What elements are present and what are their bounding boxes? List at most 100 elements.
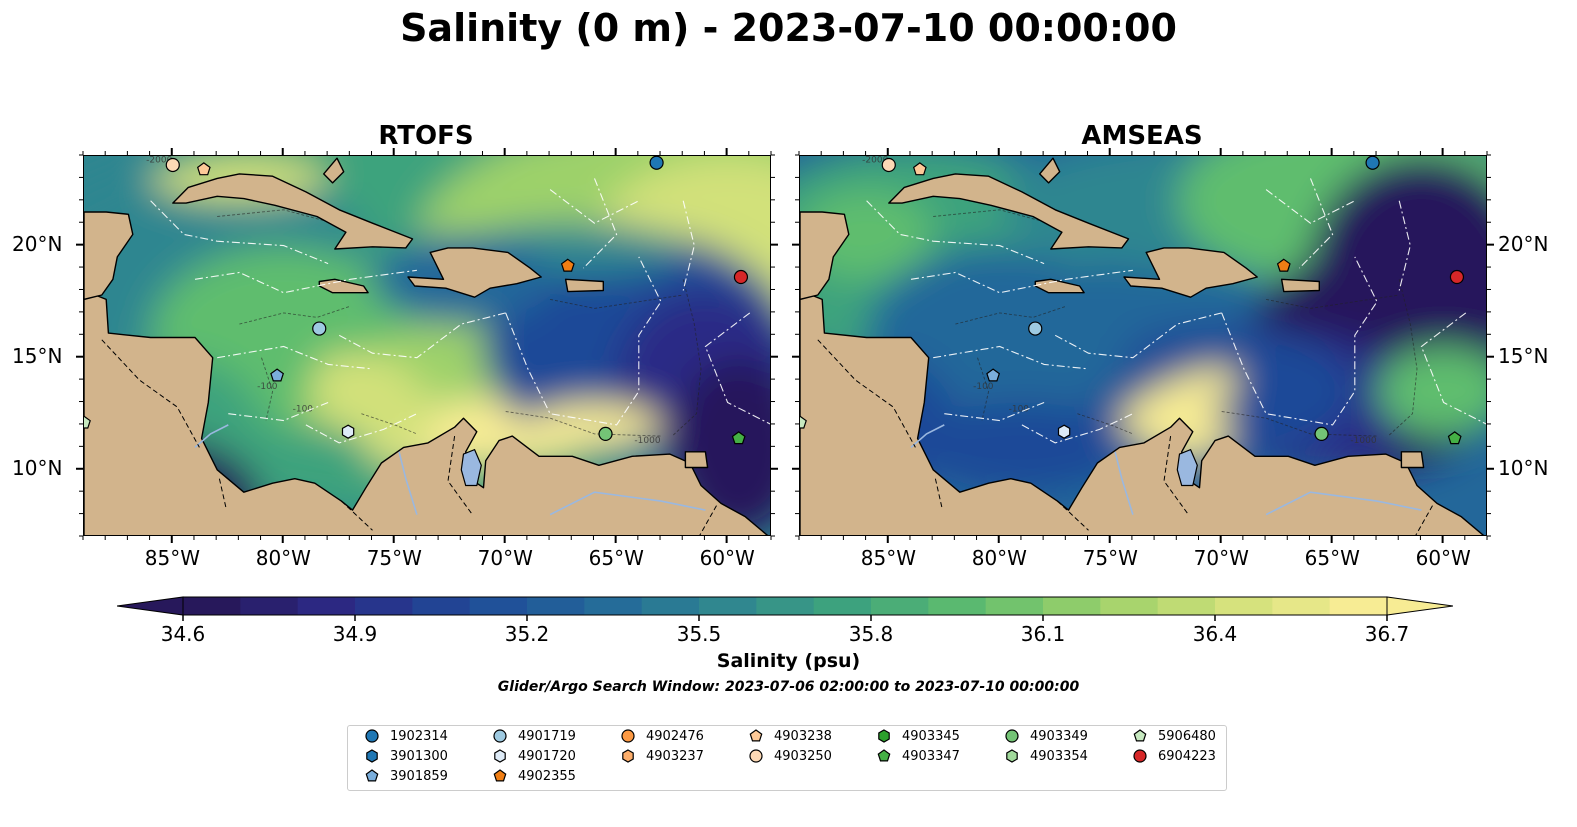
- eez-boundary: [583, 178, 618, 269]
- contour-label: -1000: [634, 436, 660, 446]
- colorbar: [117, 596, 1453, 616]
- float-marker-4903349[interactable]: [598, 426, 613, 442]
- colorbar-tick-label: 36.4: [1192, 622, 1238, 646]
- lake-maracaibo: [460, 448, 482, 487]
- colorbar-extend-low: [117, 596, 184, 616]
- bathymetry-contour: [1266, 294, 1400, 309]
- colorbar-segment: [1100, 597, 1159, 615]
- eez-boundary: [704, 312, 770, 425]
- legend-item[interactable]: 4903345: [876, 728, 960, 744]
- float-marker-1902314[interactable]: [649, 156, 664, 170]
- eez-boundary: [1054, 312, 1222, 359]
- land-cuba: [172, 173, 414, 250]
- float-marker-5906480[interactable]: [800, 415, 807, 429]
- legend-item[interactable]: 4903349: [1004, 728, 1088, 744]
- eez-boundary: [217, 345, 373, 370]
- float-marker-4903238[interactable]: [196, 162, 211, 176]
- float-marker-6904223[interactable]: [1449, 269, 1465, 285]
- eez-boundary: [150, 200, 329, 265]
- legend-label: 4903237: [646, 748, 704, 764]
- legend-item[interactable]: 4903237: [620, 748, 704, 764]
- legend-label: 4902355: [518, 768, 576, 784]
- colorbar-segment: [183, 597, 241, 615]
- eez-boundary: [1265, 189, 1356, 224]
- panel-title-amseas: AMSEAS: [1081, 121, 1203, 151]
- float-marker-4901719[interactable]: [1028, 321, 1043, 336]
- legend-item[interactable]: 4902355: [492, 768, 576, 784]
- float-marker-4903250[interactable]: [881, 157, 896, 173]
- eez-boundary: [549, 189, 640, 224]
- land-yucatan: [800, 211, 850, 301]
- pentagon-marker-icon: [877, 749, 891, 762]
- float-marker-4903250[interactable]: [165, 157, 180, 173]
- float-marker-4901720[interactable]: [1057, 424, 1071, 439]
- colorbar-segment: [756, 597, 815, 615]
- legend-item[interactable]: 5906480: [1132, 728, 1216, 744]
- float-marker-4901719[interactable]: [312, 321, 327, 336]
- circle-marker-icon: [493, 729, 507, 743]
- lake-maracaibo: [1176, 448, 1198, 487]
- legend-item[interactable]: 4902476: [620, 728, 704, 744]
- country-border: [447, 436, 473, 515]
- salinity-patch: [239, 424, 373, 493]
- legend-item[interactable]: 4903347: [876, 748, 960, 764]
- bathymetry-contour: [261, 357, 274, 421]
- land-jamaica: [318, 278, 369, 294]
- search-window-text: Glider/Argo Search Window: 2023-07-06 02…: [497, 679, 1080, 695]
- legend-item[interactable]: 4901719: [492, 728, 576, 744]
- colorbar-segment: [297, 597, 356, 615]
- colorbar-segment: [1043, 597, 1101, 615]
- legend-label: 4903349: [1030, 728, 1088, 744]
- lat-tick-label: 20°N: [12, 231, 63, 256]
- colorbar-label: Salinity (psu): [716, 650, 861, 672]
- colorbar-segment: [355, 597, 413, 615]
- eez-boundary: [338, 312, 506, 359]
- lon-tick-label: 85°W: [144, 546, 200, 570]
- country-border: [101, 339, 200, 448]
- float-marker-4903238[interactable]: [912, 162, 927, 176]
- map-panel-amseas: -100 -1000 -2000 -100: [799, 155, 1487, 536]
- float-marker-4903349[interactable]: [1314, 426, 1329, 442]
- float-marker-3901859[interactable]: [270, 368, 285, 382]
- country-border: [699, 505, 717, 535]
- legend-item[interactable]: 4901720: [492, 748, 576, 764]
- bathymetry-contour: [1077, 413, 1134, 435]
- float-marker-1902314[interactable]: [1365, 156, 1380, 170]
- float-marker-5906480[interactable]: [84, 415, 91, 429]
- colorbar-segment: [813, 597, 872, 615]
- float-marker-3901859[interactable]: [986, 368, 1001, 382]
- float-marker-4903347[interactable]: [731, 431, 746, 445]
- bathymetry-contour: [361, 413, 418, 435]
- eez-boundary: [866, 200, 1045, 265]
- legend-item[interactable]: 1902314: [364, 728, 448, 744]
- legend-item[interactable]: 6904223: [1132, 748, 1216, 764]
- legend-item[interactable]: 3901300: [364, 748, 448, 764]
- river: [549, 491, 706, 516]
- legend-label: 4903250: [774, 748, 832, 764]
- legend-item[interactable]: 4903354: [1004, 748, 1088, 764]
- lon-tick-label: 85°W: [860, 546, 916, 570]
- float-marker-4903347[interactable]: [1447, 431, 1462, 445]
- pentagon-marker-icon: [749, 729, 763, 742]
- lon-tick-label: 65°W: [1304, 546, 1360, 570]
- float-marker-4902355[interactable]: [1276, 258, 1291, 272]
- legend-item[interactable]: 3901859: [364, 768, 448, 784]
- land-central: [800, 289, 1485, 535]
- colorbar-segment: [1272, 597, 1331, 615]
- land-hispaniola: [407, 247, 542, 298]
- float-marker-4901720[interactable]: [341, 424, 355, 439]
- contour-label: -2000: [146, 156, 172, 166]
- legend-item[interactable]: 4903238: [748, 728, 832, 744]
- lon-tick-label: 70°W: [477, 546, 533, 570]
- land-cuba: [888, 173, 1130, 250]
- bathymetry-contour: [239, 305, 351, 325]
- country-border: [1057, 500, 1089, 531]
- legend-item[interactable]: 4903250: [748, 748, 832, 764]
- country-border: [934, 478, 943, 509]
- float-marker-6904223[interactable]: [733, 269, 749, 285]
- land-puertorico: [564, 278, 604, 293]
- float-marker-4902355[interactable]: [560, 258, 575, 272]
- legend-label: 3901859: [390, 768, 448, 784]
- legend-label: 4903354: [1030, 748, 1088, 764]
- colorbar-segment: [469, 597, 528, 615]
